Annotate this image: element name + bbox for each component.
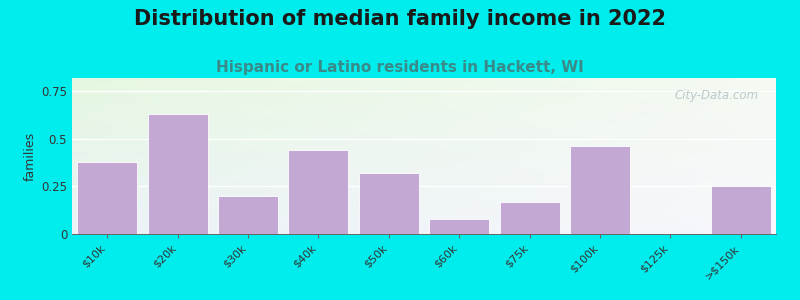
Bar <box>500 202 559 234</box>
Bar <box>218 196 278 234</box>
Bar <box>430 219 489 234</box>
Bar <box>570 146 630 234</box>
Bar <box>711 186 770 234</box>
Bar <box>359 173 418 234</box>
Bar <box>148 114 207 234</box>
Text: Hispanic or Latino residents in Hackett, WI: Hispanic or Latino residents in Hackett,… <box>216 60 584 75</box>
Y-axis label: families: families <box>24 131 37 181</box>
Bar <box>78 162 137 234</box>
Bar <box>289 150 348 234</box>
Text: Distribution of median family income in 2022: Distribution of median family income in … <box>134 9 666 29</box>
Text: City-Data.com: City-Data.com <box>674 89 758 102</box>
